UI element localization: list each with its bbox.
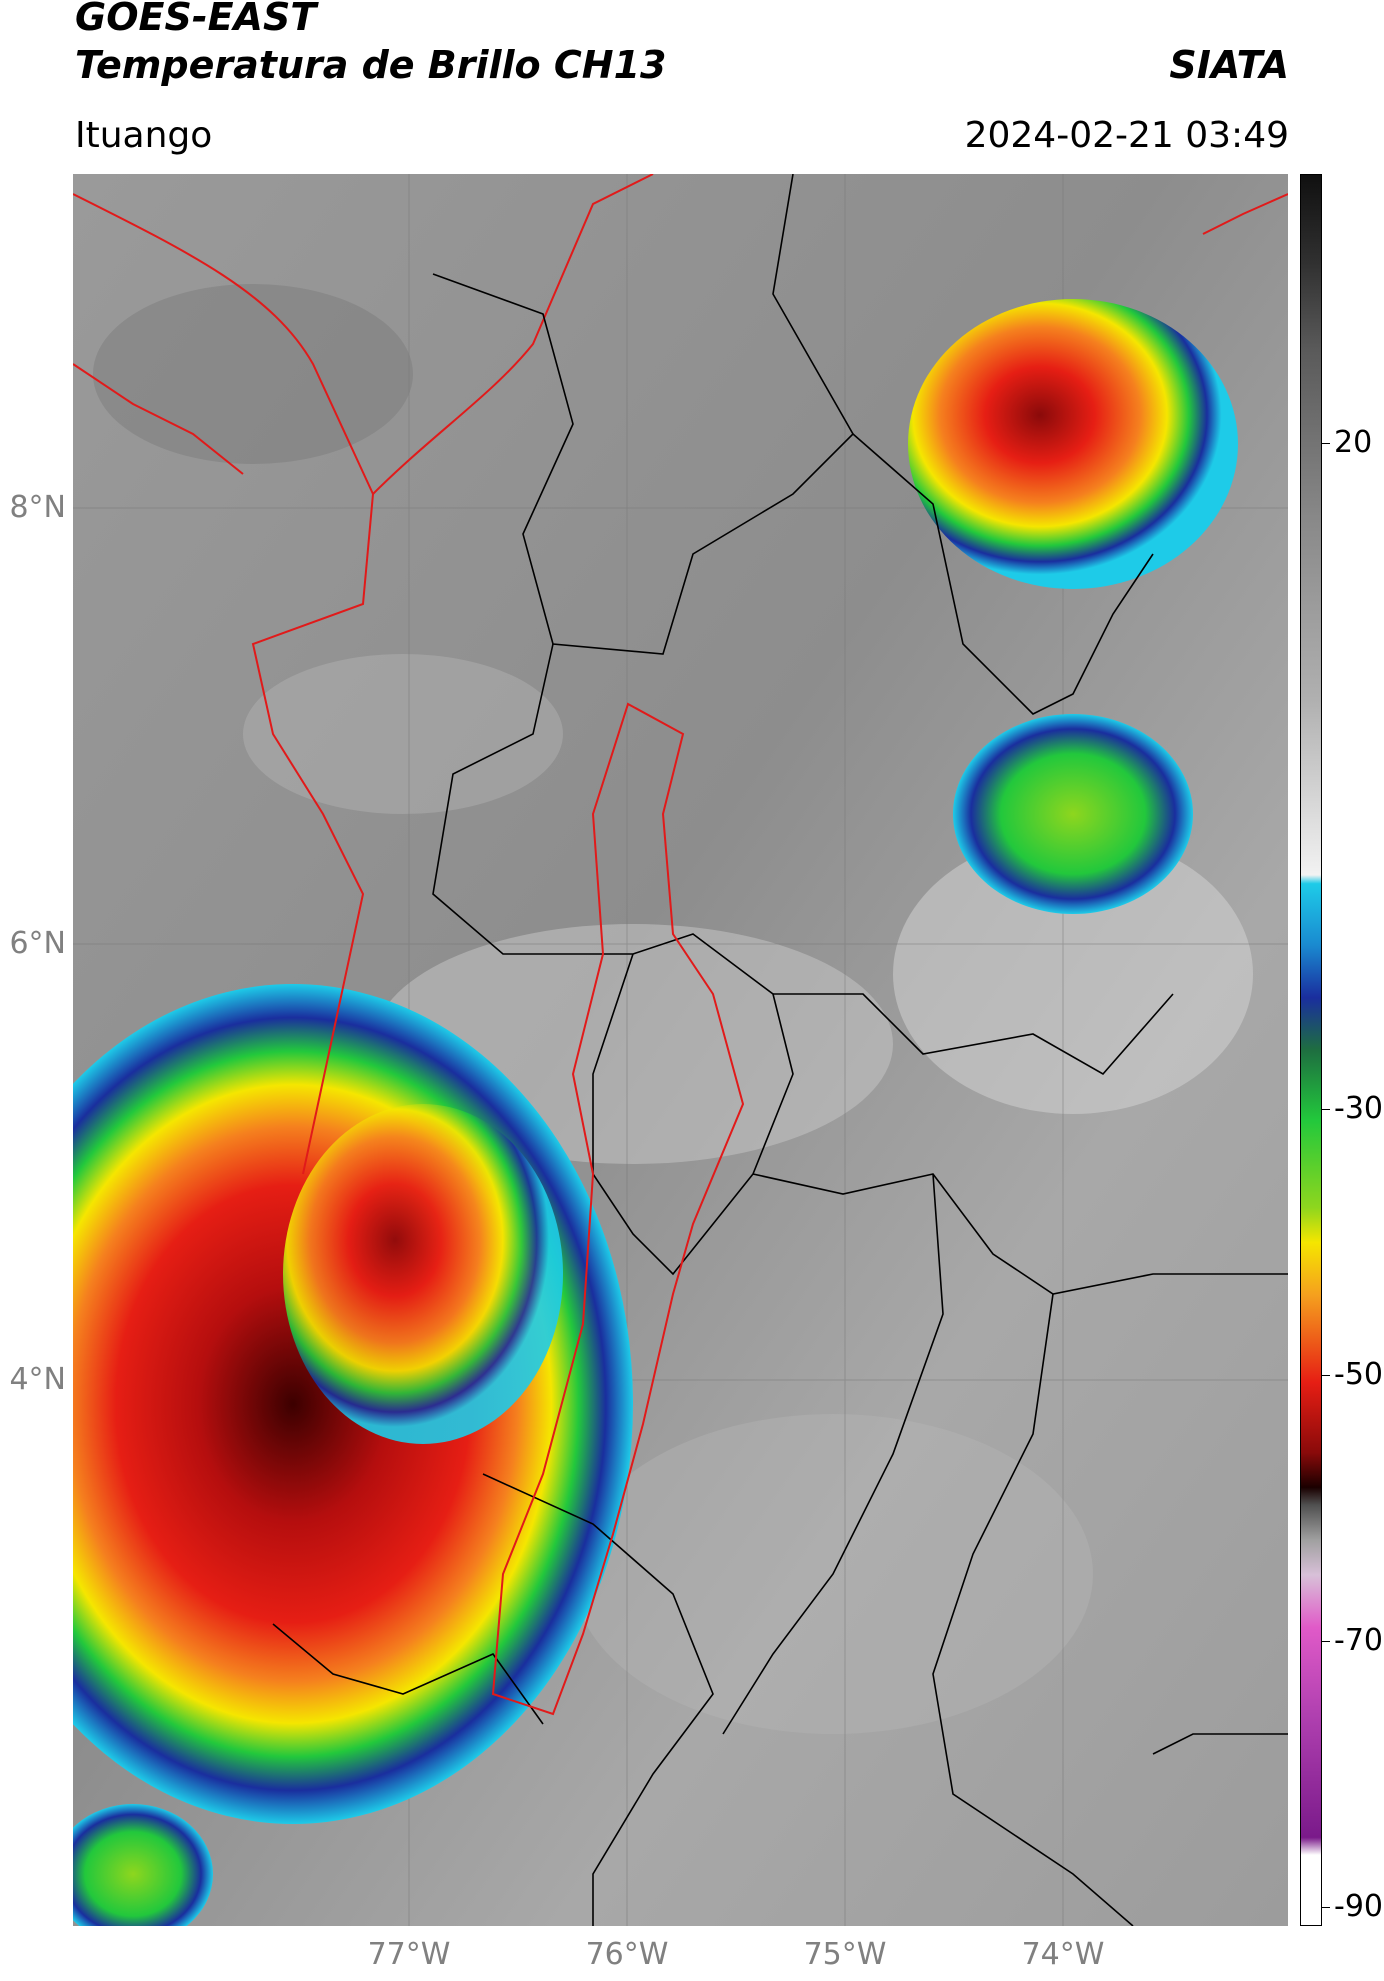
brand-label: SIATA: [1169, 43, 1289, 87]
cbar-tick-minus30: [1322, 1109, 1330, 1110]
lat-label-6n: 6°N: [9, 926, 66, 961]
cbar-tick-20: [1322, 443, 1330, 444]
lat-label-4n: 4°N: [9, 1362, 66, 1397]
cbar-label-20: 20: [1334, 425, 1373, 460]
cbar-tick-minus90: [1322, 1907, 1330, 1908]
lat-label-8n: 8°N: [9, 490, 66, 525]
cbar-label-minus70: -70: [1334, 1623, 1383, 1658]
cbar-label-minus90: -90: [1334, 1889, 1383, 1924]
lon-label-74w: 74°W: [1021, 1937, 1105, 1972]
lon-label-75w: 75°W: [803, 1937, 887, 1972]
colorbar: [1300, 174, 1322, 1926]
cbar-tick-minus50: [1322, 1375, 1330, 1376]
product-title: Temperatura de Brillo CH13: [75, 43, 667, 87]
timestamp-label: 2024-02-21 03:49: [964, 115, 1289, 156]
satellite-map: [73, 174, 1288, 1926]
cbar-tick-minus70: [1322, 1641, 1330, 1642]
lon-label-76w: 76°W: [585, 1937, 669, 1972]
region-label: Ituango: [75, 115, 213, 156]
cbar-label-minus50: -50: [1334, 1357, 1383, 1392]
lon-label-77w: 77°W: [367, 1937, 451, 1972]
cbar-label-minus30: -30: [1334, 1091, 1383, 1126]
satellite-title: GOES-EAST: [75, 0, 317, 39]
